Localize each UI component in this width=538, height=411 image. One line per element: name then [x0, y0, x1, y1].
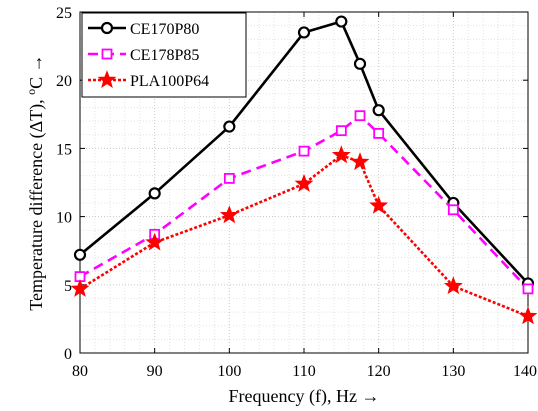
series-pla100p64: [70, 145, 538, 325]
axis-ticks: 80 90 100 110 120 130 140 0 5 10 15 20 25: [56, 5, 537, 380]
x-tick-label: 140: [513, 363, 537, 380]
legend-label: CE170P80: [130, 21, 199, 38]
legend-item: PLA100P64: [88, 70, 209, 90]
data-point: [298, 145, 310, 157]
x-tick-label: 130: [441, 363, 465, 380]
data-point: [522, 283, 534, 295]
data-point: [70, 278, 90, 297]
data-point: [223, 173, 235, 184]
data-point: [294, 173, 314, 192]
data-point: [350, 152, 370, 171]
y-axis-label-unit: C →: [26, 54, 46, 89]
data-point: [372, 104, 385, 117]
legend-item: CE178P85: [88, 47, 199, 64]
data-point: [335, 15, 348, 28]
data-point: [354, 110, 366, 122]
data-point: [223, 120, 236, 133]
data-point: [219, 205, 239, 224]
legend-label: PLA100P64: [130, 73, 209, 90]
y-axis-label: Temperature difference (ΔT), oC →: [24, 54, 47, 310]
data-point: [443, 276, 463, 295]
data-point: [353, 57, 367, 70]
legend-label: CE178P85: [130, 47, 199, 64]
data-point: [335, 125, 347, 137]
data-point: [369, 195, 389, 214]
data-point: [73, 248, 87, 261]
data-point: [331, 145, 351, 164]
y-tick-label: 0: [64, 346, 72, 363]
y-axis-label-main: Temperature difference (ΔT),: [26, 95, 47, 311]
data-point: [297, 26, 311, 39]
data-point: [447, 204, 459, 216]
y-axis-label-degree: o: [24, 89, 38, 95]
y-tick-label: 15: [56, 141, 72, 158]
x-tick-label: 80: [72, 363, 88, 380]
legend-marker: [101, 48, 113, 60]
x-tick-label: 100: [217, 363, 241, 380]
series-line: [79, 114, 529, 290]
x-tick-label: 90: [147, 363, 163, 380]
x-axis-label: Frequency (f), Hz →: [229, 386, 380, 407]
y-tick-label: 25: [56, 5, 72, 22]
legend-marker: [100, 21, 114, 35]
x-tick-label: 120: [367, 363, 391, 380]
data-point: [373, 127, 385, 139]
legend-item: CE170P80: [88, 21, 199, 38]
data-point: [148, 187, 161, 200]
x-tick-label: 110: [292, 363, 315, 380]
legend: CE170P80 CE178P85 PLA100P64: [81, 12, 247, 98]
y-tick-label: 20: [56, 73, 72, 90]
y-tick-label: 10: [56, 210, 72, 227]
data-point: [145, 232, 165, 251]
data-point: [518, 306, 538, 325]
y-tick-label: 5: [64, 278, 72, 295]
series-group: [70, 15, 538, 325]
legend-marker: [97, 70, 117, 89]
